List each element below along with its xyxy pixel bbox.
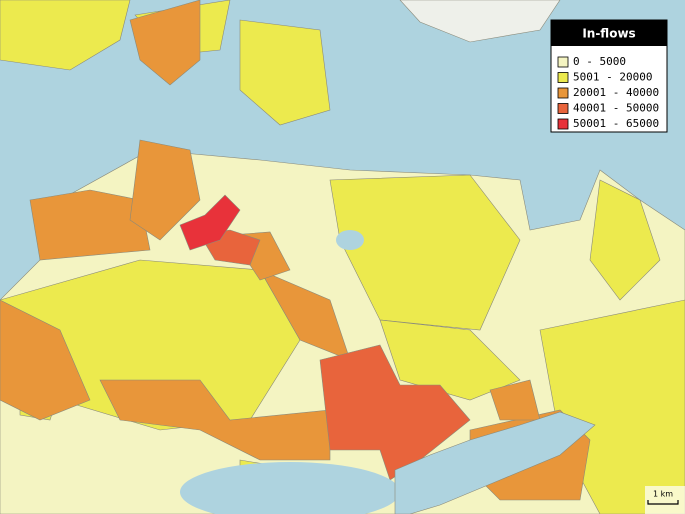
- legend-label: 50001 - 65000: [573, 117, 659, 130]
- legend-swatch: [557, 72, 569, 83]
- district: [589, 179, 661, 301]
- legend-swatch: [557, 56, 569, 68]
- legend-title: In-flows: [582, 27, 635, 41]
- scale-label: 1 km: [653, 490, 673, 499]
- bay: [394, 411, 596, 514]
- legend-label: 5001 - 20000: [573, 71, 652, 84]
- district: [179, 194, 241, 251]
- legend-label: 20001 - 40000: [573, 86, 659, 99]
- district: [129, 0, 201, 86]
- legend-swatch: [557, 103, 569, 114]
- district: [0, 0, 131, 71]
- district: [129, 139, 201, 241]
- district: [319, 344, 471, 481]
- bay: [180, 462, 400, 514]
- district: [0, 299, 91, 421]
- legend: In-flows 0 - 5000 5001 - 20000 20001 - 400…: [550, 19, 668, 133]
- scale: 1 km: [645, 486, 685, 514]
- district: [29, 189, 151, 261]
- district: [99, 379, 331, 461]
- other-land: [399, 0, 561, 43]
- scale-bar: [647, 500, 679, 505]
- district: [239, 19, 331, 126]
- legend-header: [551, 20, 667, 46]
- legend-label: 0 - 5000: [573, 55, 626, 68]
- legend-swatch: [557, 87, 569, 99]
- legend-label: 40001 - 50000: [573, 102, 659, 115]
- legend-swatch: [557, 118, 569, 130]
- bay: [336, 230, 364, 250]
